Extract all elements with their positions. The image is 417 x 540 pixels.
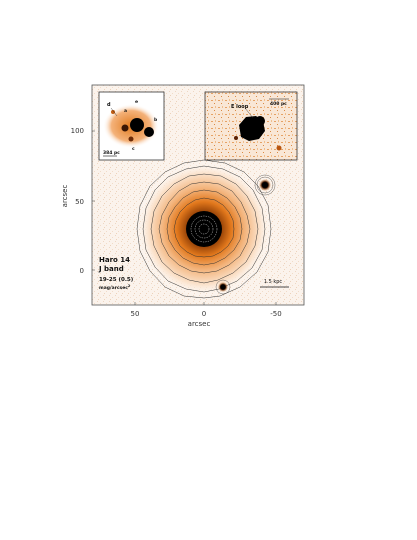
x-tick-0: 0 — [202, 310, 206, 318]
knot-label-b: b — [154, 117, 158, 123]
y-tick-50: 50 — [75, 198, 84, 206]
scale-bar-label: 1.5 kpc — [264, 279, 283, 285]
band-label: J band — [98, 265, 124, 273]
inset-right-title: E loop — [231, 104, 249, 110]
galaxy-image — [136, 159, 272, 299]
field-star-upper — [254, 174, 276, 196]
field-star-lower — [215, 279, 231, 295]
units-label: mag/arcsec2 — [99, 284, 131, 291]
y-axis-label: arcsec — [61, 185, 69, 208]
y-tick-0: 0 — [80, 267, 84, 275]
x-tick-50: 50 — [131, 310, 140, 318]
knot-label-a: a — [124, 109, 127, 114]
knot-label-e: e — [135, 100, 138, 105]
x-axis: 50 0 -50 arcsec — [131, 310, 282, 328]
x-axis-label: arcsec — [188, 320, 211, 328]
knot-label-d: d — [107, 102, 111, 108]
y-tick-100: 100 — [71, 127, 84, 135]
y-axis: 100 50 0 arcsec — [61, 127, 84, 275]
knot-label-c: c — [132, 147, 135, 152]
scale-bar: 1.5 kpc — [260, 279, 289, 288]
tick-marks — [92, 130, 277, 305]
x-tick-neg50: -50 — [270, 310, 281, 318]
galaxy-label: Haro 14 — [99, 256, 130, 264]
level-label: 19-25 (0.5) — [99, 277, 134, 283]
inset-right-scale-label: 400 pc — [270, 101, 287, 107]
inset-left-scale-label: 384 pc — [103, 150, 120, 156]
inset-left: d e a b c 384 pc — [98, 91, 165, 161]
inset-right: E loop 400 pc — [204, 91, 298, 161]
